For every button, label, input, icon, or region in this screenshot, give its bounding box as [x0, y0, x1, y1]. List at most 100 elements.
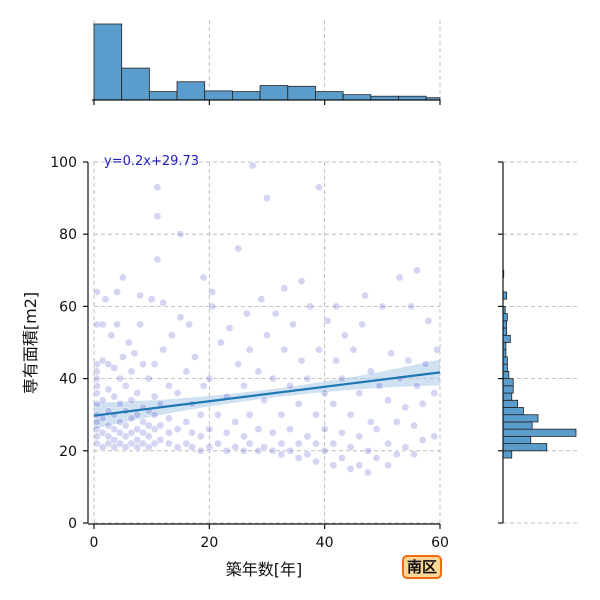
y-histogram-bar: [502, 443, 548, 452]
scatter-point: [127, 367, 136, 376]
scatter-point: [430, 432, 439, 441]
scatter-point: [153, 183, 162, 192]
scatter-point: [150, 439, 159, 448]
scatter-point: [150, 425, 159, 433]
scatter-point: [271, 309, 280, 318]
scatter-point: [315, 183, 323, 192]
scatter-point: [182, 439, 191, 448]
scatter-point: [407, 302, 416, 311]
scatter-point: [297, 277, 306, 285]
scatter-point: [245, 439, 254, 448]
scatter-point: [176, 313, 185, 322]
x-histogram-bar: [93, 23, 123, 101]
y-histogram-bar: [502, 363, 508, 372]
scatter-point: [159, 345, 168, 354]
scatter-point: [110, 425, 119, 433]
scatter-point: [144, 443, 153, 452]
scatter-point: [214, 439, 222, 448]
x-histogram-bar: [121, 67, 150, 101]
scatter-point: [384, 439, 392, 448]
scatter-point: [294, 439, 303, 448]
scatter-point: [110, 436, 119, 444]
scatter-point: [404, 356, 413, 365]
scatter-point: [358, 320, 366, 329]
scatter-point: [93, 374, 101, 383]
y-tick-label: 100: [50, 155, 77, 171]
scatter-point: [277, 450, 286, 459]
scatter-point: [196, 446, 205, 455]
scatter-point: [199, 273, 208, 282]
scatter-point: [433, 345, 441, 354]
scatter-point: [93, 381, 101, 390]
scatter-point: [315, 345, 323, 354]
scatter-point: [424, 316, 433, 325]
scatter-point: [372, 425, 381, 433]
scatter-point: [156, 421, 165, 430]
scatter-point: [355, 432, 364, 441]
x-tick-label: 60: [431, 535, 449, 551]
scatter-point: [188, 443, 196, 452]
scatter-point: [93, 288, 101, 296]
y-histogram-bar: [502, 334, 511, 343]
scatter-point: [341, 331, 349, 340]
scatter-point: [110, 392, 119, 401]
scatter-point: [245, 345, 254, 354]
scatter-point: [208, 302, 217, 311]
scatter-point: [294, 400, 303, 408]
scatter-point: [118, 273, 127, 282]
scatter-point: [127, 396, 136, 405]
scatter-point: [110, 363, 119, 372]
scatter-point: [144, 421, 153, 430]
scatter-point: [410, 450, 418, 459]
scatter-point: [355, 389, 364, 397]
scatter-point: [364, 468, 372, 477]
x-histogram-bar: [176, 81, 206, 101]
y-histogram-bar: [502, 421, 533, 430]
scatter-point: [93, 320, 101, 329]
y-histogram-bar: [502, 407, 524, 416]
scatter-point: [329, 400, 338, 408]
scatter-point: [133, 436, 142, 444]
x-tick-label: 20: [200, 535, 218, 551]
scatter-point: [93, 389, 101, 397]
scatter-point: [159, 298, 168, 307]
x-histogram-bar: [315, 91, 344, 101]
scatter-point: [280, 345, 289, 354]
scatter-point: [101, 295, 110, 304]
scatter-point: [387, 349, 395, 358]
scatter-point: [392, 418, 401, 426]
scatter-point: [286, 425, 294, 433]
scatter-point: [165, 414, 173, 423]
scatter-point: [361, 291, 369, 300]
scatter-point: [240, 432, 248, 441]
scatter-point: [124, 338, 133, 347]
scatter-point: [289, 320, 297, 329]
scatter-point: [418, 436, 427, 444]
scatter-point: [392, 450, 401, 459]
scatter-point: [245, 410, 254, 419]
scatter-point: [173, 425, 182, 433]
y-histogram-bar: [502, 378, 514, 387]
scatter-point: [240, 446, 248, 455]
scatter-point: [121, 443, 130, 452]
scatter-point: [116, 428, 124, 437]
scatter-point: [113, 288, 121, 296]
scatter-point: [320, 446, 329, 455]
regression-layer: [93, 371, 441, 417]
scatter-point: [234, 244, 243, 253]
scatter-point: [349, 345, 358, 354]
scatter-point: [384, 396, 392, 405]
x-histogram-bar: [342, 94, 372, 101]
scatter-point: [173, 443, 182, 452]
scatter-point: [116, 439, 124, 448]
scatter-point: [286, 446, 294, 455]
scatter-point: [222, 428, 231, 437]
scatter-point: [418, 400, 427, 408]
scatter-point: [260, 443, 268, 452]
scatter-point: [208, 288, 217, 296]
scatter-points-layer: [93, 161, 441, 477]
scatter-point: [384, 461, 392, 470]
scatter-point: [346, 465, 355, 473]
